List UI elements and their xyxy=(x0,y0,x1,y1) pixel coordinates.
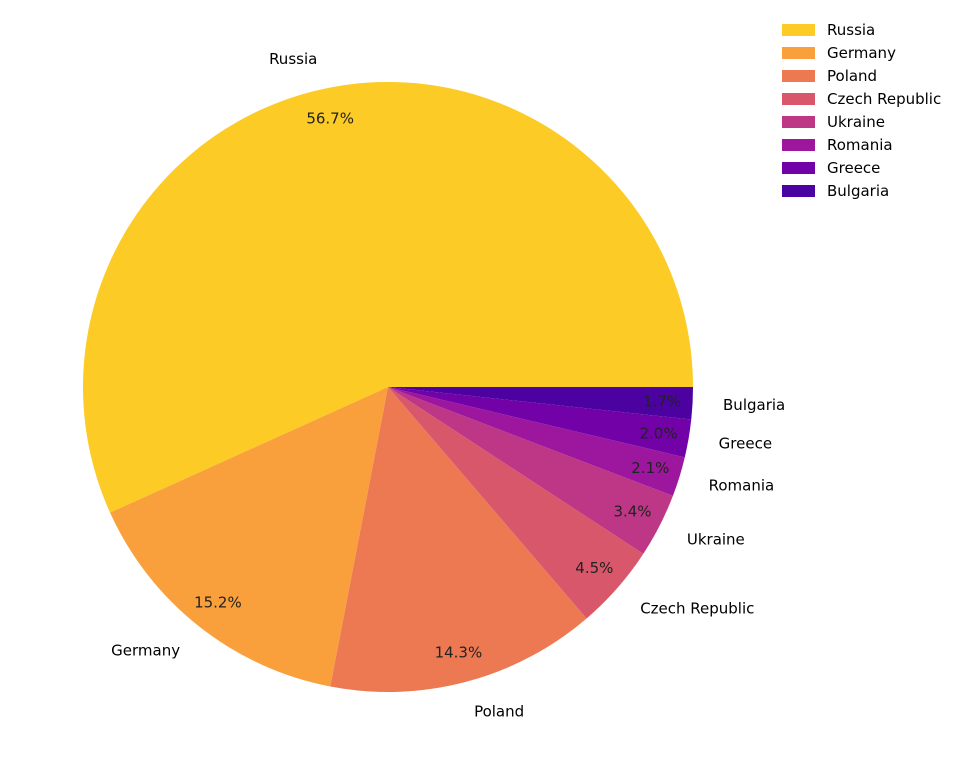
pie-slice-bulgaria xyxy=(388,387,693,420)
legend-swatch xyxy=(782,46,815,59)
pie-slice-poland xyxy=(330,387,587,693)
legend-item-bulgaria: Bulgaria xyxy=(782,179,941,202)
slice-label: Russia xyxy=(269,50,317,68)
legend-item-greece: Greece xyxy=(782,156,941,179)
legend-item-germany: Germany xyxy=(782,41,941,64)
percentage-label: 4.5% xyxy=(575,559,613,577)
slice-label: Germany xyxy=(111,641,180,659)
legend-swatch xyxy=(782,138,815,151)
percentage-label: 2.1% xyxy=(631,459,669,477)
pie-labels: Russia 56.7% Germany 15.2% Poland 14.3% Czech … xyxy=(111,50,785,720)
percentage-label: 14.3% xyxy=(435,643,483,661)
legend-item-ukraine: Ukraine xyxy=(782,110,941,133)
legend-label: Russia xyxy=(827,20,876,39)
slice-label: Romania xyxy=(709,477,775,495)
legend: Russia Germany Poland Czech Republic Ukr… xyxy=(782,18,941,202)
pie-slice-romania xyxy=(388,387,685,496)
percentage-label: 3.4% xyxy=(613,503,651,521)
percentage-label: 2.0% xyxy=(639,424,677,442)
legend-swatch xyxy=(782,92,815,105)
legend-item-russia: Russia xyxy=(782,18,941,41)
legend-label: Greece xyxy=(827,158,881,177)
legend-label: Czech Republic xyxy=(827,89,942,108)
legend-item-romania: Romania xyxy=(782,133,941,156)
slice-label: Poland xyxy=(474,702,524,720)
slice-label: Ukraine xyxy=(687,530,745,548)
legend-label: Romania xyxy=(827,135,893,154)
pie-slices xyxy=(83,82,694,693)
percentage-label: 1.7% xyxy=(643,393,681,411)
legend-label: Poland xyxy=(827,66,878,85)
percentage-label: 15.2% xyxy=(194,593,242,611)
pie-slice-germany xyxy=(110,387,388,687)
legend-item-czech-republic: Czech Republic xyxy=(782,87,941,110)
pie-slice-czech-republic xyxy=(388,387,644,619)
legend-swatch xyxy=(782,69,815,82)
pie-slice-ukraine xyxy=(388,387,673,554)
pie-slice-greece xyxy=(388,387,692,458)
slice-label: Bulgaria xyxy=(723,396,785,414)
legend-label: Germany xyxy=(827,43,896,62)
legend-label: Ukraine xyxy=(827,112,885,131)
legend-label: Bulgaria xyxy=(827,181,890,200)
legend-swatch xyxy=(782,161,815,174)
percentage-label: 56.7% xyxy=(306,110,354,128)
legend-swatch xyxy=(782,115,815,128)
legend-item-poland: Poland xyxy=(782,64,941,87)
legend-swatch xyxy=(782,23,815,36)
slice-label: Greece xyxy=(719,435,772,453)
pie-slice-russia xyxy=(83,82,694,513)
slice-label: Czech Republic xyxy=(640,599,754,617)
legend-swatch xyxy=(782,184,815,197)
